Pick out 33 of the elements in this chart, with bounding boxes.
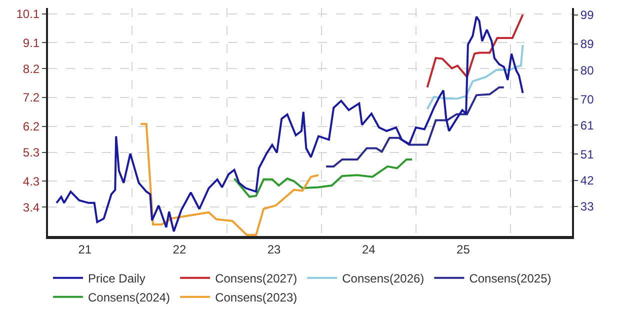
y-tick-label: 7.2 <box>22 90 40 105</box>
y2-tick-label: 99 <box>580 8 594 22</box>
y-tick-label: 4.3 <box>22 174 40 188</box>
y-tick-label: 6.2 <box>22 120 40 134</box>
y2-tick-label: 80 <box>580 63 594 78</box>
y-tick-label: 5.3 <box>22 146 40 160</box>
line-series <box>325 86 505 168</box>
line-series <box>233 158 414 198</box>
legend-label: Consens(2025) <box>469 272 552 286</box>
line-series <box>426 44 524 110</box>
legend-label: Price Daily <box>88 272 146 286</box>
y2-tick-label: 42 <box>580 174 594 188</box>
y2-tick-label: 61 <box>580 118 594 132</box>
y2-tick-label: 51 <box>580 147 594 162</box>
legend-label: Consens(2027) <box>215 272 298 286</box>
legend-label: Consens(2023) <box>215 290 298 305</box>
y-tick-label: 10.1 <box>16 6 40 21</box>
x-tick-label: 21 <box>78 242 92 256</box>
y2-tick-label: 33 <box>580 200 594 214</box>
y-tick-label: 8.2 <box>22 62 40 76</box>
y2-tick-label: 89 <box>580 37 594 52</box>
y2-tick-label: 70 <box>580 92 594 106</box>
x-tick-label: 22 <box>172 242 186 256</box>
x-tick-label: 23 <box>267 242 282 256</box>
line-series <box>140 123 320 236</box>
line-series <box>56 16 524 232</box>
line-series <box>426 14 524 88</box>
legend-label: Consens(2026) <box>342 272 424 286</box>
x-tick-label: 24 <box>362 242 376 256</box>
x-tick-label: 25 <box>456 242 470 256</box>
y-tick-label: 9.1 <box>22 36 40 50</box>
legend-label: Consens(2024) <box>88 290 170 305</box>
y-tick-label: 3.4 <box>22 200 40 214</box>
